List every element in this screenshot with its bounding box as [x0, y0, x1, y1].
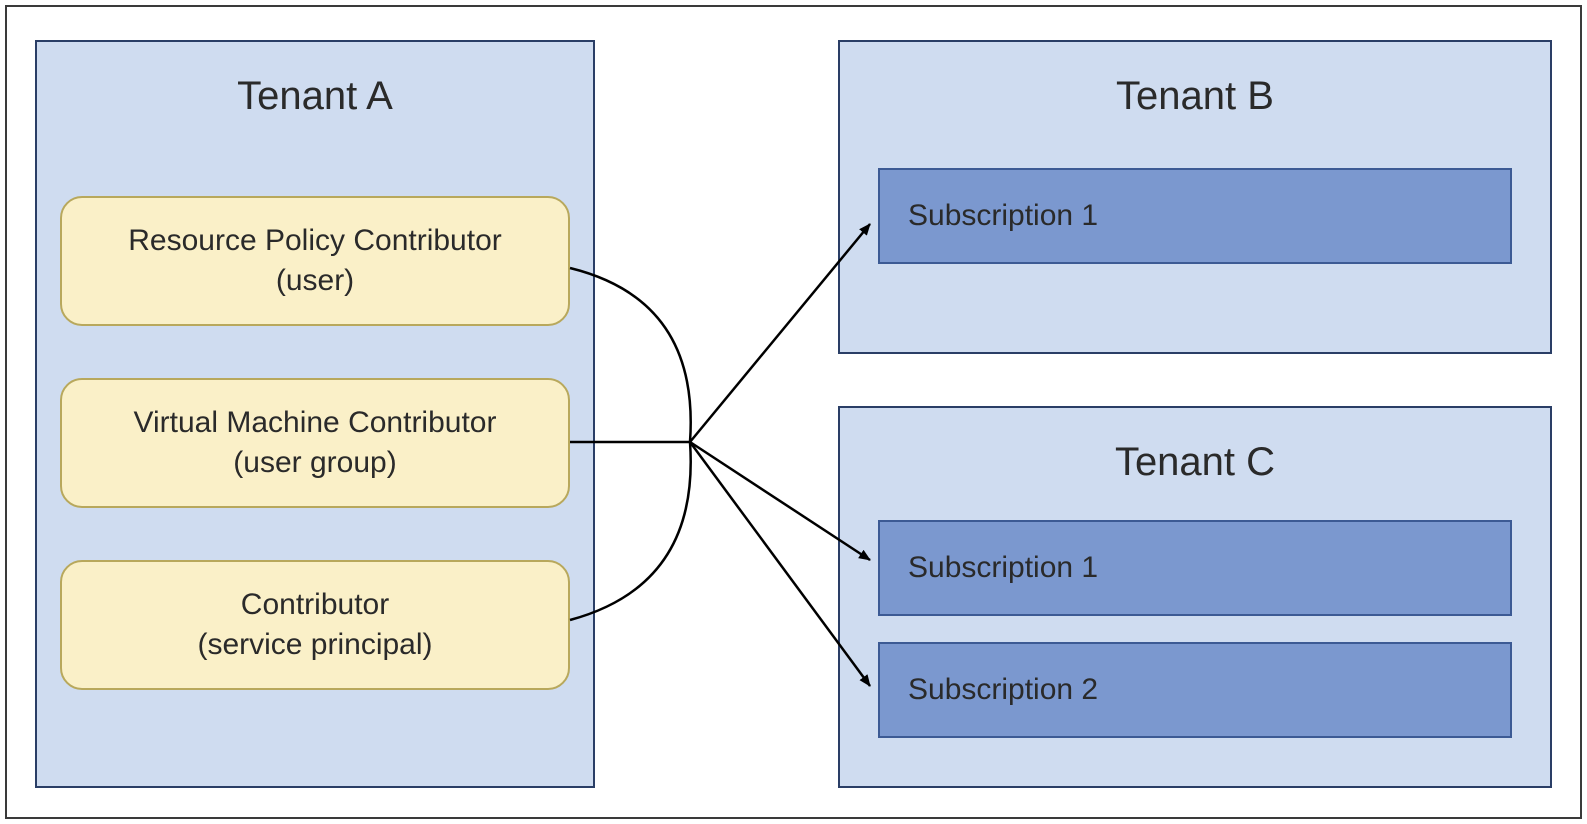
subscription-label: Subscription 2: [908, 673, 1098, 707]
role-box-resource-policy: Resource Policy Contributor (user): [60, 196, 570, 326]
subscription-label: Subscription 1: [908, 199, 1098, 233]
subscription-box-c2: Subscription 2: [878, 642, 1512, 738]
tenant-b-title: Tenant B: [840, 74, 1550, 119]
role-line2: (service principal): [197, 625, 432, 666]
role-line1: Contributor: [241, 585, 389, 626]
subscription-label: Subscription 1: [908, 551, 1098, 585]
diagram-canvas: { "layout": { "canvas": { "width": 1587,…: [0, 0, 1587, 824]
role-line2: (user group): [233, 443, 396, 484]
tenant-a-title: Tenant A: [37, 74, 593, 119]
role-box-vm-contributor: Virtual Machine Contributor (user group): [60, 378, 570, 508]
role-line1: Virtual Machine Contributor: [134, 403, 497, 444]
subscription-box-c1: Subscription 1: [878, 520, 1512, 616]
role-line1: Resource Policy Contributor: [128, 221, 502, 262]
role-box-contributor: Contributor (service principal): [60, 560, 570, 690]
role-line2: (user): [276, 261, 354, 302]
tenant-c-title: Tenant C: [840, 440, 1550, 485]
subscription-box-b1: Subscription 1: [878, 168, 1512, 264]
